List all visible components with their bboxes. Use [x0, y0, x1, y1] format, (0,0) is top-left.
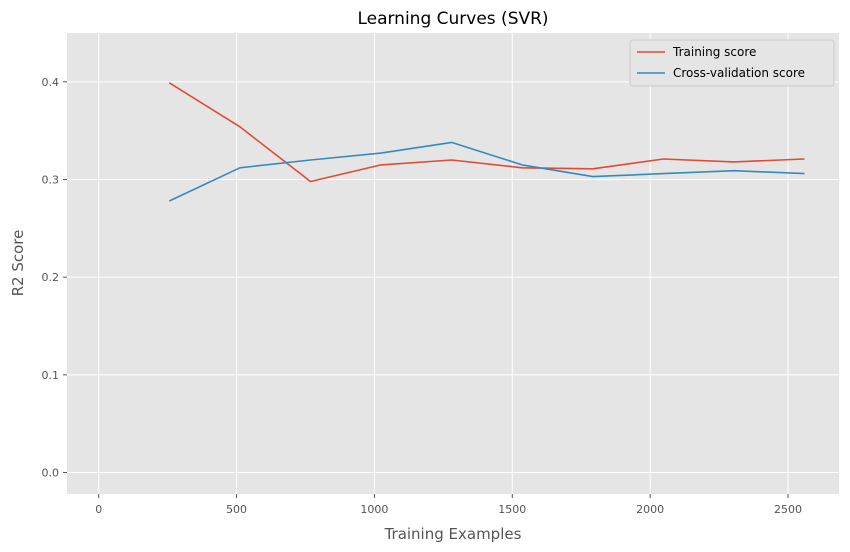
y-axis-label: R2 Score [9, 230, 27, 297]
cross-validation-score-line [168, 141, 805, 202]
x-tick-label: 2000 [636, 503, 664, 516]
x-tick-label: 500 [226, 503, 247, 516]
chart-title: Learning Curves (SVR) [357, 9, 548, 29]
legend: Training score Cross-validation score [629, 39, 835, 87]
x-tick-label: 2500 [774, 503, 802, 516]
x-axis-label: Training Examples [384, 525, 522, 543]
y-tick-label: 0.2 [42, 271, 60, 284]
y-tick-label: 0.0 [42, 467, 60, 480]
plot-area [67, 33, 839, 494]
x-tick-label: 1500 [498, 503, 526, 516]
legend-label-cross-validation: Cross-validation score [673, 66, 805, 80]
x-tick-label: 0 [95, 503, 102, 516]
y-tick-label: 0.1 [42, 369, 60, 382]
y-tick-label: 0.4 [42, 76, 60, 89]
legend-label-training: Training score [672, 45, 756, 59]
training-score-line [168, 82, 805, 183]
axis-ticks: 0 500 1000 1500 2000 2500 0.0 0.1 0.2 0.3 0.4 [42, 76, 802, 516]
legend-box [629, 39, 835, 87]
y-tick-label: 0.3 [42, 174, 60, 187]
x-tick-label: 1000 [360, 503, 388, 516]
series-lines [168, 82, 805, 202]
